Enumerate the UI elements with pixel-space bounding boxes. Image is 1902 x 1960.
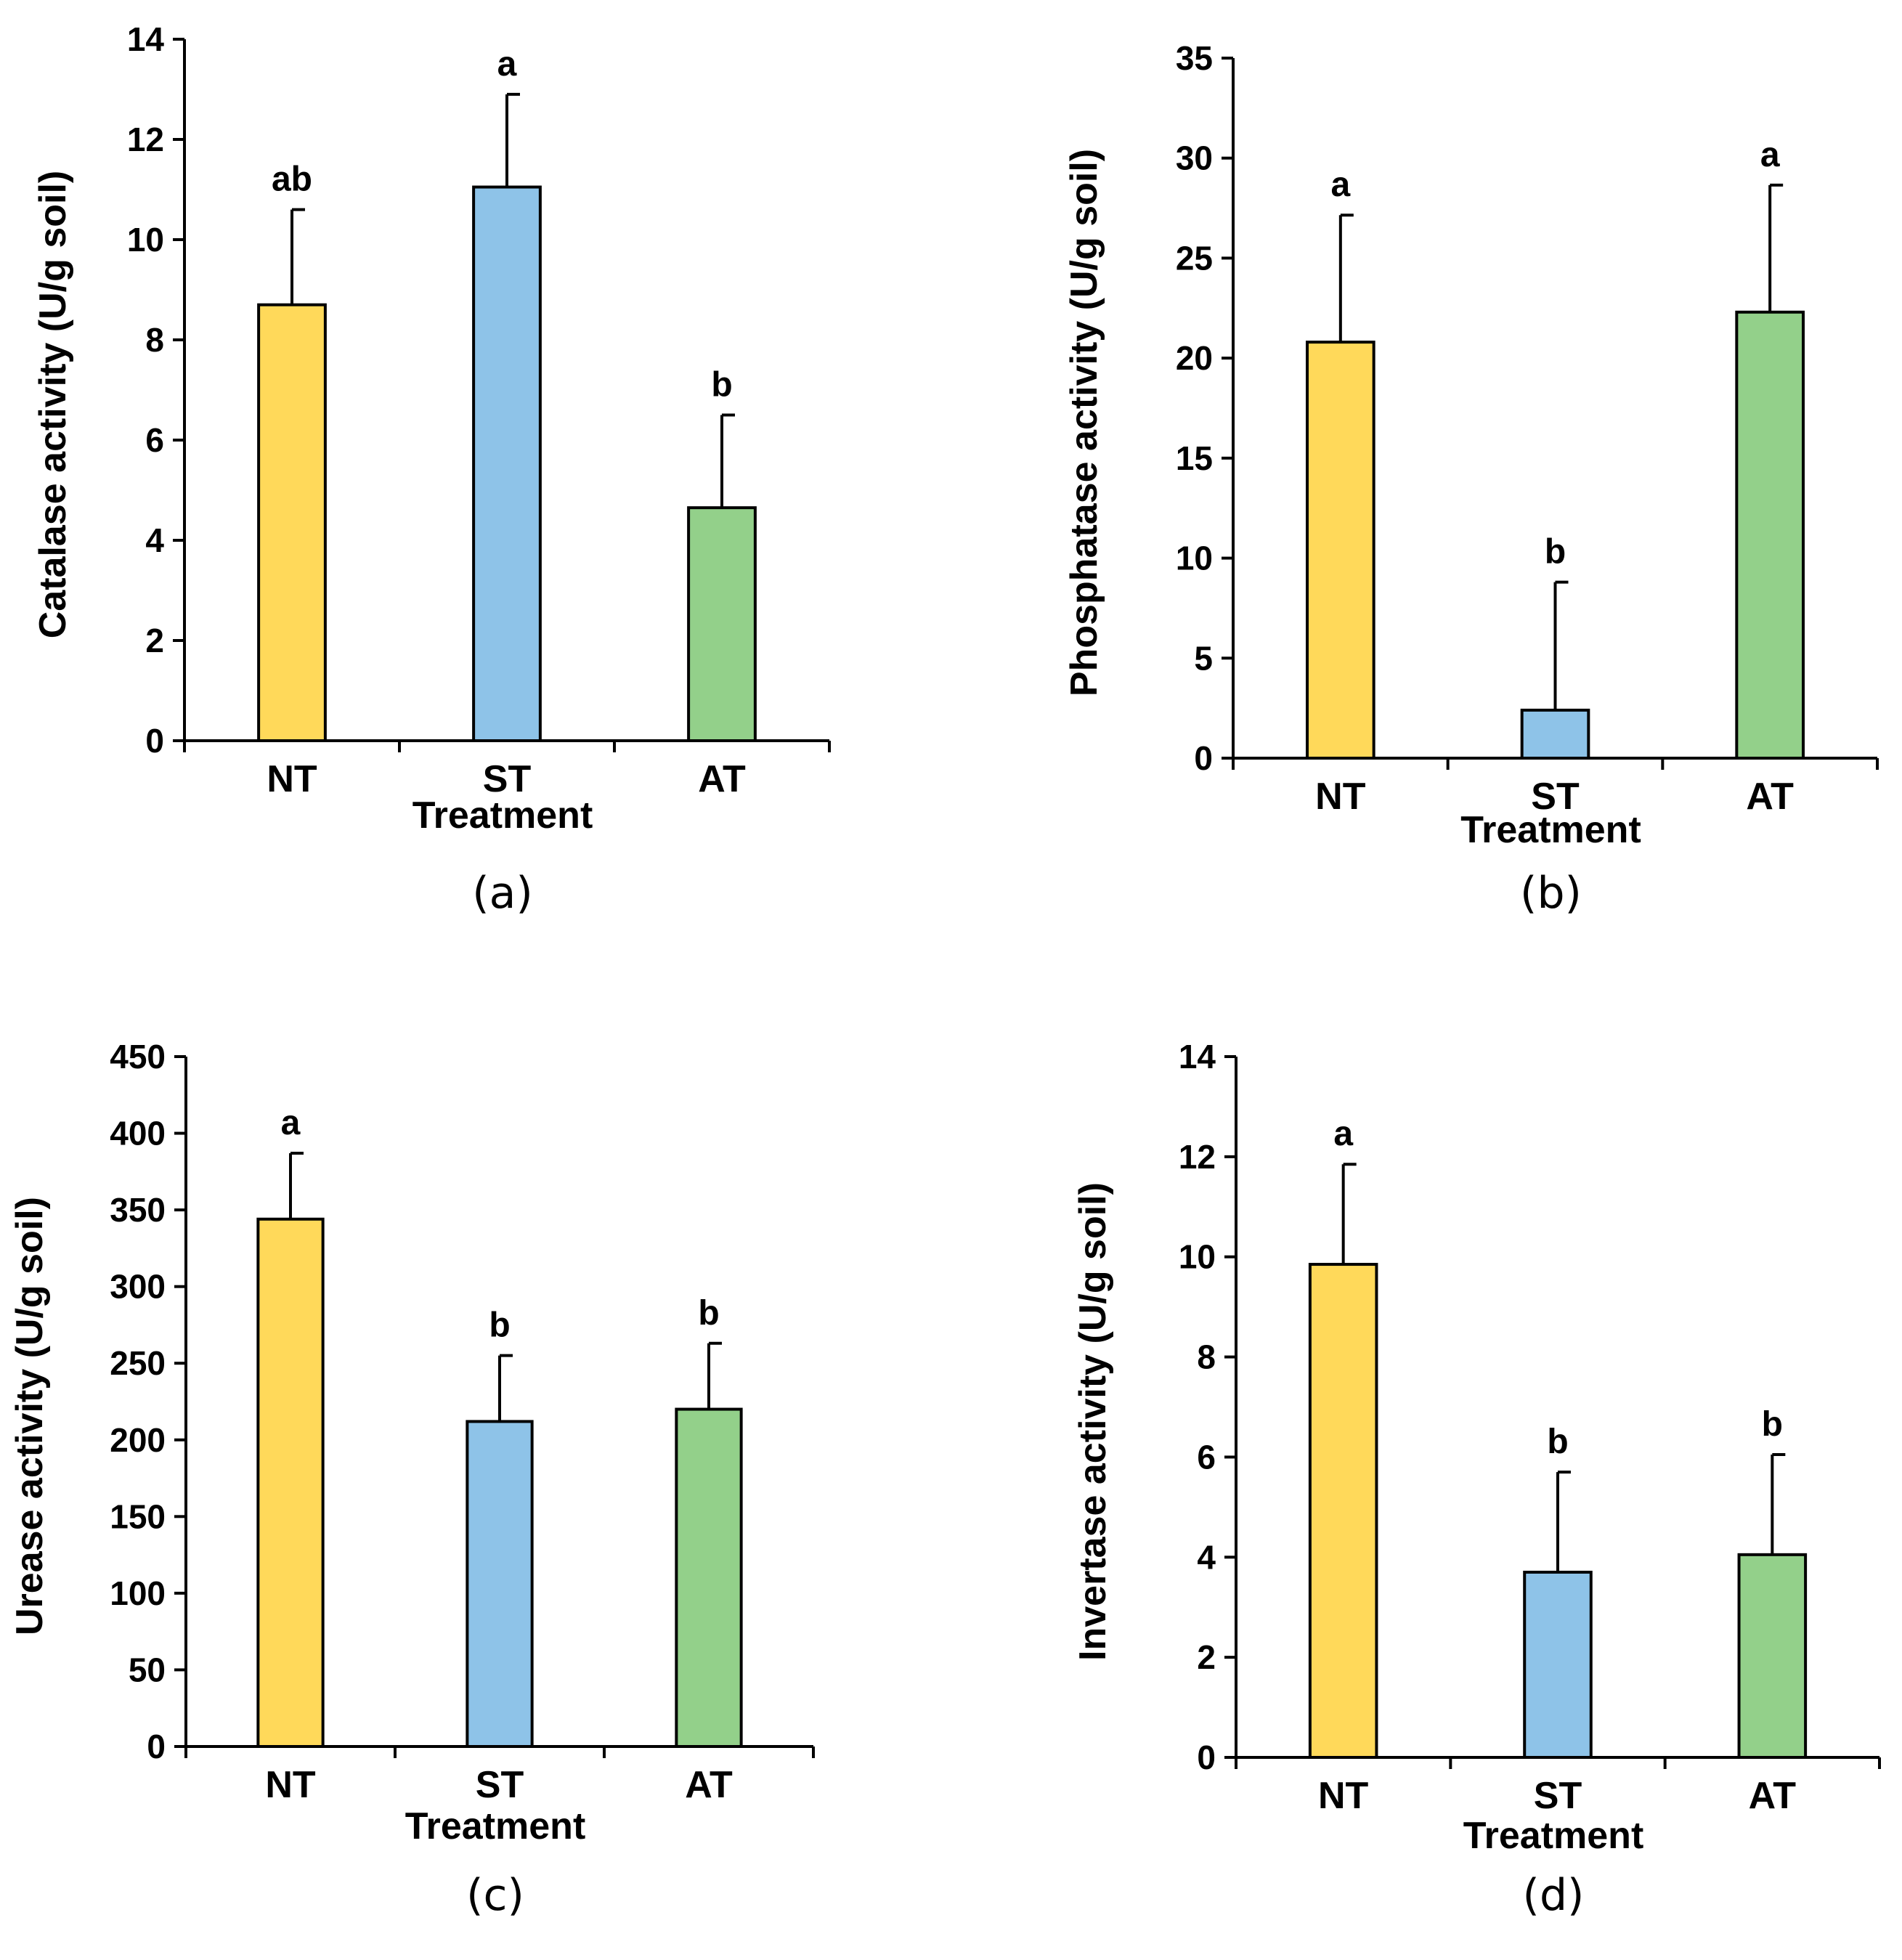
bar-at bbox=[687, 506, 757, 743]
y-tick-label: 50 bbox=[129, 1651, 166, 1688]
x-tick-label: AT bbox=[1749, 1775, 1797, 1817]
y-tick-label: 350 bbox=[110, 1191, 166, 1229]
y-tick-label: 150 bbox=[110, 1497, 166, 1535]
significance-label: a bbox=[1333, 1115, 1353, 1153]
significance-label: b bbox=[1545, 533, 1566, 572]
panel-c: 0 50 100 150 200 250 300 350 400 450 a NT b ST b AT Trea… bbox=[9, 1038, 815, 1921]
bar-at bbox=[1735, 310, 1805, 760]
x-tick-label: ST bbox=[1531, 776, 1580, 818]
bar-st bbox=[466, 1420, 534, 1748]
panel-b: 0 5 10 15 20 25 30 35 a NT b ST a AT Treatment Phosphat… bbox=[1063, 39, 1879, 919]
y-tick-label: 25 bbox=[1176, 239, 1213, 277]
y-tick-label: 2 bbox=[145, 622, 164, 659]
y-tick-label: 10 bbox=[1179, 1238, 1216, 1276]
y-tick-label: 12 bbox=[1179, 1138, 1216, 1176]
bar-nt bbox=[1306, 341, 1375, 760]
x-axis-title: Treatment bbox=[1460, 809, 1641, 851]
significance-label: ab bbox=[272, 160, 312, 199]
panel-label: (c) bbox=[466, 1870, 524, 1921]
y-tick-label: 15 bbox=[1176, 439, 1213, 477]
panel-a: 0 2 4 6 8 10 12 14 ab NT a ST b AT Treatment Catalase a… bbox=[32, 20, 831, 919]
y-tick-label: 4 bbox=[145, 521, 164, 559]
bar-nt bbox=[257, 303, 327, 742]
y-tick-label: 300 bbox=[110, 1268, 166, 1306]
y-tick-label: 0 bbox=[145, 722, 164, 760]
bar-st bbox=[1523, 1570, 1593, 1760]
x-tick-label: AT bbox=[685, 1764, 733, 1806]
x-tick-label: AT bbox=[1746, 776, 1794, 818]
y-axis-title: Phosphatase activity (U/g soil) bbox=[1063, 149, 1105, 696]
significance-label: a bbox=[1760, 136, 1780, 174]
x-axis-title: Treatment bbox=[412, 794, 593, 837]
y-tick-label: 4 bbox=[1197, 1538, 1216, 1576]
y-tick-label: 0 bbox=[147, 1728, 166, 1765]
y-tick-label: 400 bbox=[110, 1115, 166, 1152]
bar-at bbox=[1737, 1553, 1808, 1760]
panel-label: (d) bbox=[1523, 1870, 1585, 1921]
bar-nt bbox=[256, 1217, 325, 1749]
panel-d: 0 2 4 6 8 10 12 14 a NT b ST b AT Treatment Invertase a… bbox=[1072, 1038, 1881, 1921]
x-tick-label: ST bbox=[1534, 1775, 1582, 1817]
y-tick-label: 12 bbox=[127, 121, 164, 158]
y-tick-label: 450 bbox=[110, 1038, 166, 1075]
significance-label: b bbox=[1762, 1405, 1783, 1444]
significance-label: a bbox=[497, 45, 517, 84]
y-tick-label: 6 bbox=[145, 421, 164, 459]
y-axis-title: Catalase activity (U/g soil) bbox=[32, 171, 74, 638]
y-tick-label: 10 bbox=[1176, 540, 1213, 577]
y-tick-label: 200 bbox=[110, 1421, 166, 1459]
x-axis-title: Treatment bbox=[405, 1805, 586, 1847]
panel-label: (b) bbox=[1520, 868, 1582, 919]
panel-label: (a) bbox=[472, 868, 533, 919]
x-tick-label: AT bbox=[698, 758, 746, 800]
y-tick-label: 10 bbox=[127, 221, 164, 259]
significance-label: a bbox=[281, 1104, 301, 1142]
y-tick-label: 6 bbox=[1197, 1438, 1216, 1476]
y-tick-label: 14 bbox=[1179, 1038, 1216, 1075]
y-tick-label: 0 bbox=[1197, 1739, 1216, 1776]
y-tick-label: 8 bbox=[1197, 1338, 1216, 1376]
y-tick-label: 250 bbox=[110, 1344, 166, 1382]
y-tick-label: 14 bbox=[127, 20, 165, 58]
y-tick-label: 2 bbox=[1197, 1638, 1216, 1676]
significance-label: a bbox=[1330, 166, 1350, 204]
x-tick-label: NT bbox=[267, 758, 317, 800]
significance-label: b bbox=[711, 366, 732, 404]
x-tick-label: ST bbox=[483, 758, 532, 800]
x-axis-title: Treatment bbox=[1463, 1815, 1644, 1857]
bar-at bbox=[675, 1407, 743, 1748]
y-tick-label: 5 bbox=[1194, 639, 1213, 677]
y-tick-label: 35 bbox=[1176, 39, 1213, 77]
y-axis-title: Urease activity (U/g soil) bbox=[9, 1197, 51, 1635]
y-tick-label: 30 bbox=[1176, 139, 1213, 177]
significance-label: b bbox=[698, 1294, 719, 1333]
x-tick-label: ST bbox=[476, 1764, 524, 1806]
significance-label: b bbox=[489, 1306, 510, 1345]
significance-label: b bbox=[1547, 1423, 1568, 1461]
y-tick-label: 20 bbox=[1176, 339, 1213, 377]
x-tick-label: NT bbox=[265, 1764, 316, 1806]
bar-nt bbox=[1308, 1263, 1378, 1759]
y-tick-label: 8 bbox=[145, 321, 164, 359]
bar-st bbox=[472, 185, 542, 742]
x-tick-label: NT bbox=[1318, 1775, 1369, 1817]
y-tick-label: 100 bbox=[110, 1574, 166, 1612]
bar-st bbox=[1520, 708, 1590, 760]
y-axis-title: Invertase activity (U/g soil) bbox=[1072, 1182, 1114, 1661]
y-tick-label: 0 bbox=[1194, 739, 1213, 777]
x-tick-label: NT bbox=[1315, 776, 1366, 818]
